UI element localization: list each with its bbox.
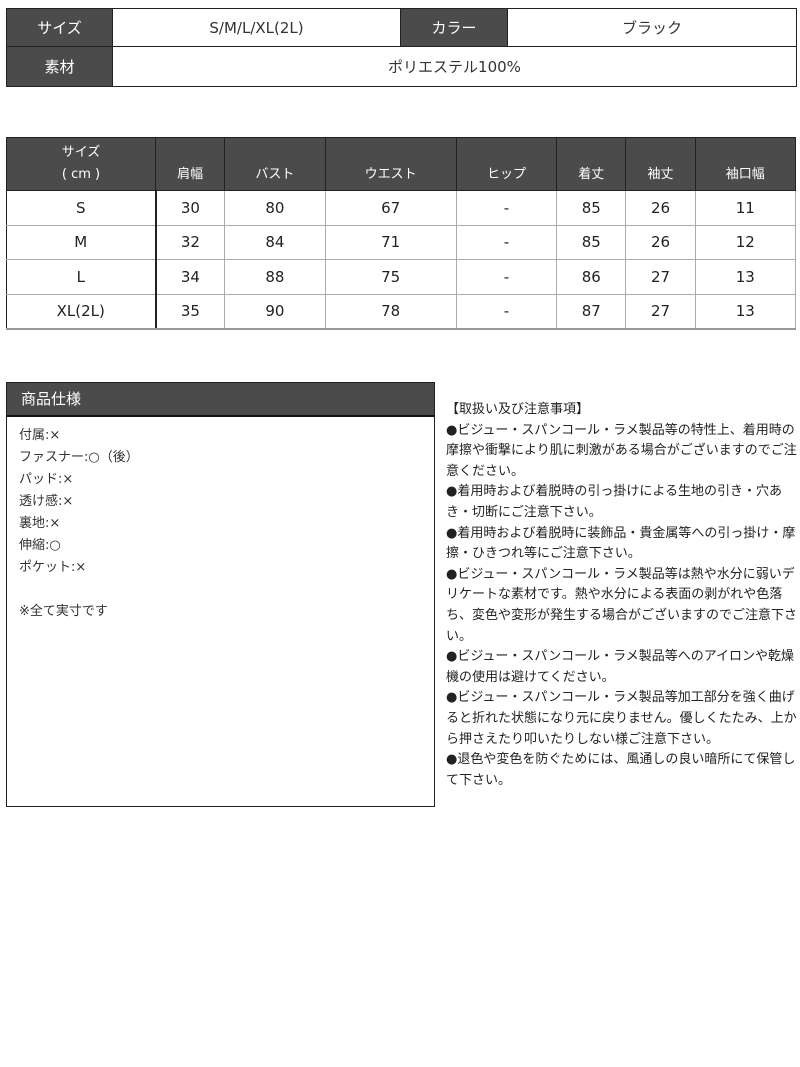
size-cell: L bbox=[6, 259, 157, 295]
spec-item: パッド:× bbox=[19, 472, 74, 487]
spec-list: 付属:× ファスナー:○（後） パッド:× 透け感:× 裏地:× 伸縮:○ ポケット:× ※全… bbox=[7, 417, 434, 623]
note-item: ●退色や変色を防ぐためには、風通しの良い暗所にて保管して下さい。 bbox=[446, 752, 796, 788]
measurement-cell: 11 bbox=[694, 190, 797, 226]
measurement-cell: 35 bbox=[154, 293, 226, 330]
spec-item: 透け感:× bbox=[19, 494, 74, 509]
column-header: 袖口幅 bbox=[694, 137, 797, 191]
measurement-cell: 84 bbox=[224, 224, 326, 260]
measurement-cell: 32 bbox=[154, 224, 226, 260]
spec-item: 裏地:× bbox=[19, 516, 61, 531]
table-row: L 34 88 75-86 27 13 bbox=[6, 259, 797, 295]
measurement-cell: 13 bbox=[694, 293, 797, 330]
measurement-cell: 34 bbox=[154, 259, 226, 295]
product-info-table: サイズ S/M/L/XL(2L) カラー ブラック 素材 ポリエステル100% bbox=[6, 8, 797, 87]
spec-item: ポケット:× bbox=[19, 560, 87, 575]
spec-title: 商品仕様 bbox=[7, 383, 434, 417]
note-item: ●ビジュー・スパンコール・ラメ製品等へのアイロンや乾燥機の使用は避けてください。 bbox=[446, 649, 795, 685]
measurement-cell: 12 bbox=[694, 224, 797, 260]
column-header: ウエスト bbox=[324, 137, 457, 191]
size-cell: M bbox=[6, 224, 157, 260]
measurement-cell: 75 bbox=[324, 259, 457, 295]
measurement-cell: 67 bbox=[324, 190, 457, 226]
note-item: ●着用時および着脱時の引っ掛けによる生地の引き・穴あき・切断にご注意下さい。 bbox=[446, 484, 782, 520]
note-item: ●ビジュー・スパンコール・ラメ製品等の特性上、着用時の摩擦や衝撃により肌に刺激が… bbox=[446, 422, 797, 479]
measurement-cell: 26 bbox=[625, 190, 696, 226]
color-value: ブラック bbox=[507, 8, 797, 47]
size-header-line2: ( cm ) bbox=[61, 167, 101, 182]
measurement-cell: 80 bbox=[224, 190, 326, 226]
column-header: 袖丈 bbox=[625, 137, 696, 191]
column-header: バスト bbox=[224, 137, 326, 191]
size-header-line1: サイズ bbox=[61, 145, 101, 160]
size-chart-table: サイズ ( cm ) 肩幅 バスト ウエスト ヒップ 着丈 袖丈 袖口幅 S 30 80 67-8… bbox=[6, 137, 797, 330]
measurement-cell: 85 bbox=[556, 190, 627, 226]
measurement-cell: 90 bbox=[224, 293, 326, 330]
table-row: M 32 84 71-85 26 12 bbox=[6, 224, 797, 260]
material-label: 素材 bbox=[6, 46, 113, 87]
measurement-cell: 88 bbox=[224, 259, 326, 295]
measurement-cell: - bbox=[455, 224, 558, 260]
measurement-cell: - bbox=[455, 190, 558, 226]
measurement-cell: 26 bbox=[625, 224, 696, 260]
material-value: ポリエステル100% bbox=[112, 46, 797, 87]
column-header: ヒップ bbox=[455, 137, 558, 191]
measurement-cell: 27 bbox=[625, 259, 696, 295]
color-label: カラー bbox=[400, 8, 508, 47]
measurement-cell: 30 bbox=[154, 190, 226, 226]
measurement-cell: 78 bbox=[324, 293, 457, 330]
table-row: XL(2L) 35 90 78-87 27 13 bbox=[6, 293, 797, 330]
care-notes: 【取扱い及び注意事項】 ●ビジュー・スパンコール・ラメ製品等の特性上、着用時の摩… bbox=[446, 400, 798, 791]
size-value: S/M/L/XL(2L) bbox=[112, 8, 401, 47]
measurement-cell: 85 bbox=[556, 224, 627, 260]
spec-note: ※全て実寸です bbox=[19, 604, 108, 619]
spec-item: 付属:× bbox=[19, 428, 61, 443]
spec-item: ファスナー:○（後） bbox=[19, 450, 139, 465]
measurement-cell: 87 bbox=[556, 293, 627, 330]
size-cell: S bbox=[6, 190, 157, 226]
measurement-cell: - bbox=[455, 259, 558, 295]
table-row: S 30 80 67-85 26 11 bbox=[6, 190, 797, 226]
note-item: ●ビジュー・スパンコール・ラメ製品等加工部分を強く曲げると折れた状態になり元に戻… bbox=[446, 690, 797, 747]
size-cell: XL(2L) bbox=[6, 293, 157, 330]
measurement-cell: 13 bbox=[694, 259, 797, 295]
measurement-cell: 86 bbox=[556, 259, 627, 295]
measurement-cell: 27 bbox=[625, 293, 696, 330]
column-header: 肩幅 bbox=[154, 137, 226, 191]
measurement-cell: 71 bbox=[324, 224, 457, 260]
size-label: サイズ bbox=[6, 8, 113, 47]
column-header: 着丈 bbox=[556, 137, 627, 191]
spec-item: 伸縮:○ bbox=[19, 538, 61, 553]
note-item: ●着用時および着脱時に装飾品・貴金属等への引っ掛け・摩擦・ひきつれ等にご注意下さ… bbox=[446, 525, 796, 562]
notes-title: 【取扱い及び注意事項】 bbox=[446, 402, 590, 417]
size-header: サイズ ( cm ) bbox=[6, 137, 156, 191]
product-spec-box: 商品仕様 付属:× ファスナー:○（後） パッド:× 透け感:× 裏地:× 伸縮:○ ポケッ… bbox=[6, 382, 435, 807]
measurement-cell: - bbox=[455, 293, 558, 330]
note-item: ●ビジュー・スパンコール・ラメ製品等は熱や水分に弱いデリケートな素材です。熱や水… bbox=[446, 566, 798, 644]
